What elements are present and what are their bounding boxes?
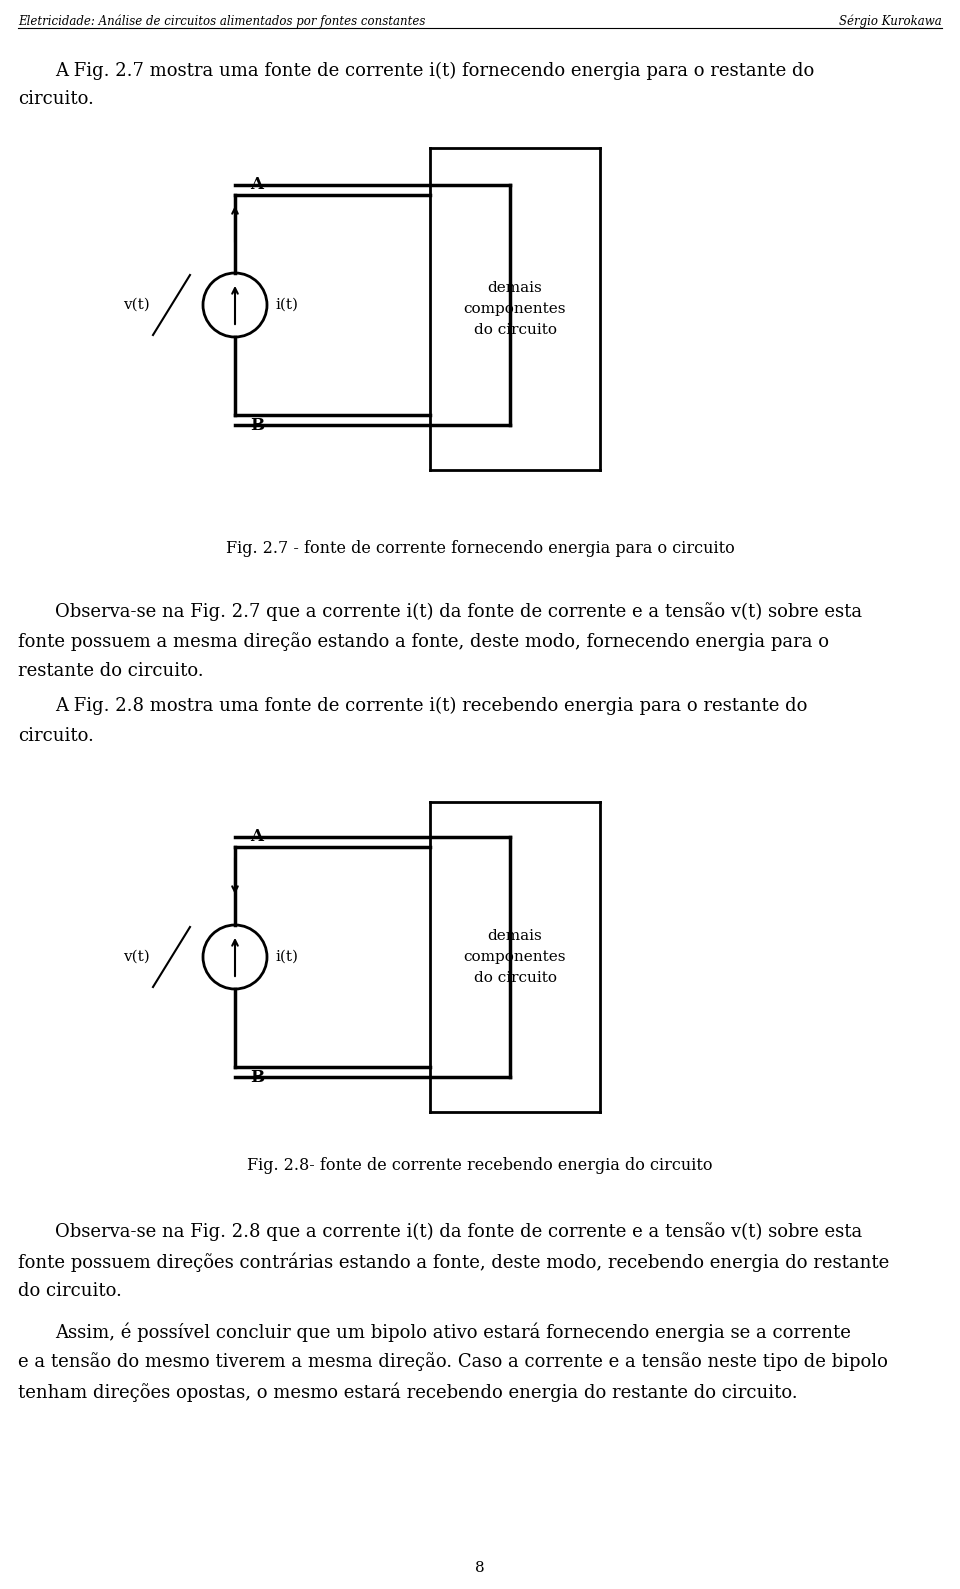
Text: 8: 8 <box>475 1560 485 1575</box>
Text: fonte possuem direções contrárias estando a fonte, deste modo, recebendo energia: fonte possuem direções contrárias estand… <box>18 1252 889 1271</box>
Text: A: A <box>250 828 263 845</box>
Text: A Fig. 2.7 mostra uma fonte de corrente i(t) fornecendo energia para o restante : A Fig. 2.7 mostra uma fonte de corrente … <box>55 62 814 81</box>
Text: A: A <box>250 176 263 192</box>
Text: v(t): v(t) <box>123 950 150 965</box>
Text: Fig. 2.8- fonte de corrente recebendo energia do circuito: Fig. 2.8- fonte de corrente recebendo en… <box>248 1157 712 1174</box>
Text: i(t): i(t) <box>275 950 298 965</box>
Text: e a tensão do mesmo tiverem a mesma direção. Caso a corrente e a tensão neste ti: e a tensão do mesmo tiverem a mesma dire… <box>18 1352 888 1371</box>
Text: v(t): v(t) <box>123 299 150 311</box>
Text: Assim, é possível concluir que um bipolo ativo estará fornecendo energia se a co: Assim, é possível concluir que um bipolo… <box>55 1322 851 1341</box>
Text: restante do circuito.: restante do circuito. <box>18 663 204 680</box>
Text: demais
componentes
do circuito: demais componentes do circuito <box>464 930 566 985</box>
Text: B: B <box>250 1069 264 1085</box>
Text: tenham direções opostas, o mesmo estará recebendo energia do restante do circuit: tenham direções opostas, o mesmo estará … <box>18 1382 798 1401</box>
Text: circuito.: circuito. <box>18 728 94 745</box>
Text: Eletricidade: Análise de circuitos alimentados por fontes constantes: Eletricidade: Análise de circuitos alime… <box>18 14 425 27</box>
Text: Fig. 2.7 - fonte de corrente fornecendo energia para o circuito: Fig. 2.7 - fonte de corrente fornecendo … <box>226 540 734 558</box>
Text: i(t): i(t) <box>275 299 298 311</box>
Text: Sérgio Kurokawa: Sérgio Kurokawa <box>839 14 942 27</box>
Text: do circuito.: do circuito. <box>18 1282 122 1300</box>
Text: demais
componentes
do circuito: demais componentes do circuito <box>464 281 566 337</box>
Text: circuito.: circuito. <box>18 91 94 108</box>
Text: A Fig. 2.8 mostra uma fonte de corrente i(t) recebendo energia para o restante d: A Fig. 2.8 mostra uma fonte de corrente … <box>55 698 807 715</box>
Text: Observa-se na Fig. 2.8 que a corrente i(t) da fonte de corrente e a tensão v(t) : Observa-se na Fig. 2.8 que a corrente i(… <box>55 1222 862 1241</box>
Text: Observa-se na Fig. 2.7 que a corrente i(t) da fonte de corrente e a tensão v(t) : Observa-se na Fig. 2.7 que a corrente i(… <box>55 602 862 621</box>
Text: fonte possuem a mesma direção estando a fonte, deste modo, fornecendo energia pa: fonte possuem a mesma direção estando a … <box>18 632 829 651</box>
Text: B: B <box>250 416 264 434</box>
